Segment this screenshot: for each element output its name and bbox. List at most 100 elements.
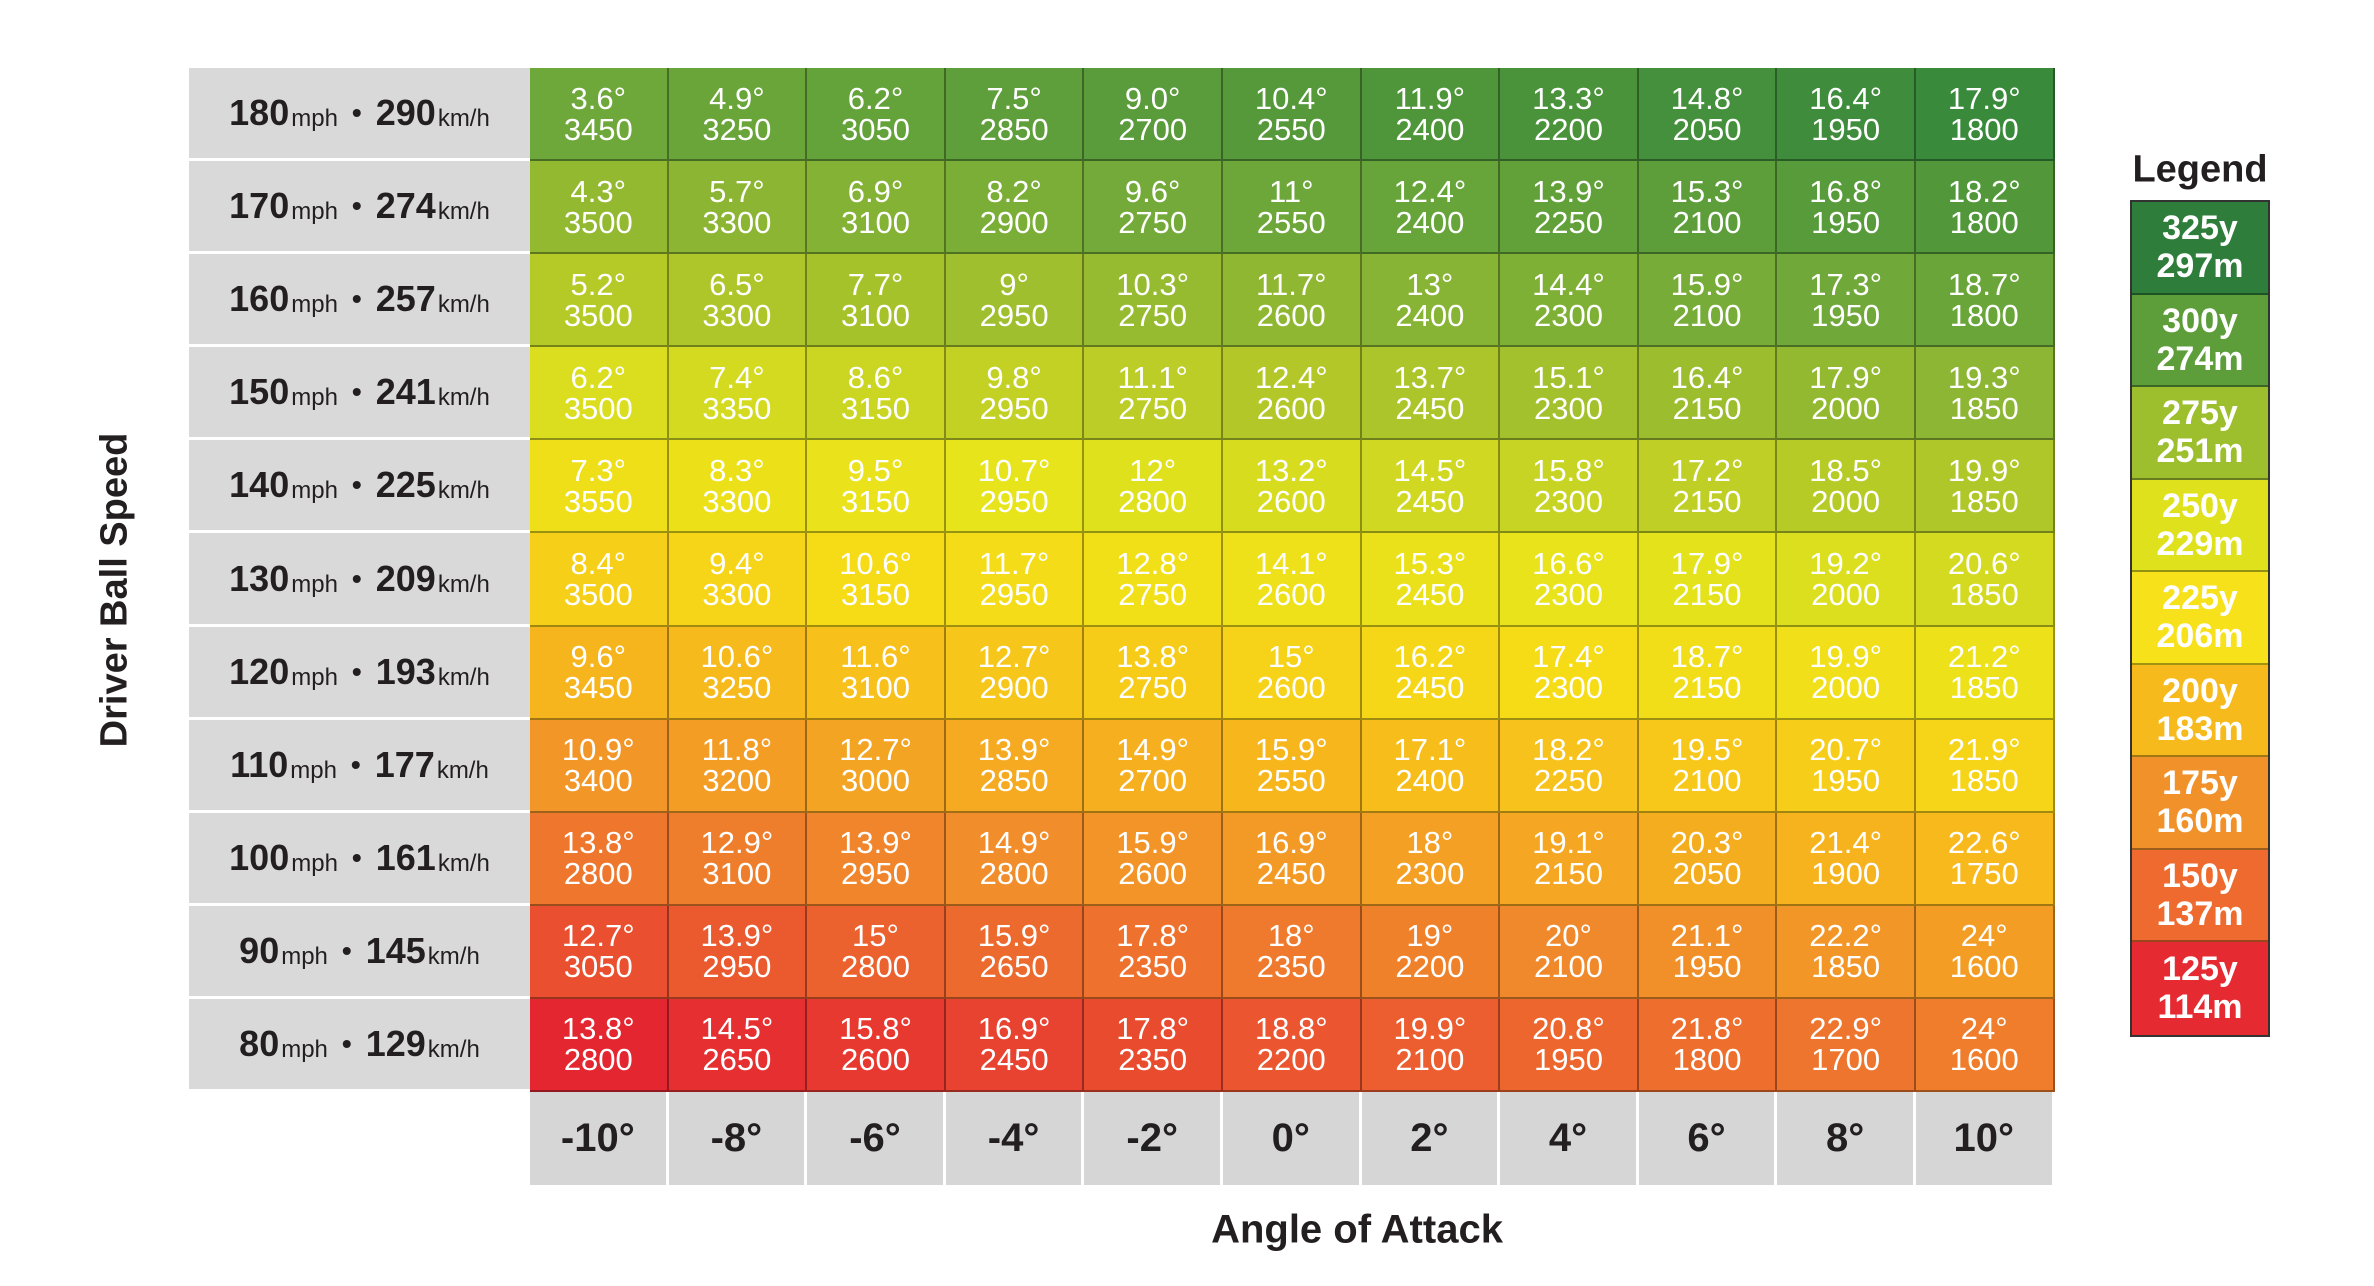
table-cell: 12.9° 3100 [668, 812, 808, 906]
launch-angle: 9.4° [709, 546, 765, 582]
launch-angle: 8.4° [570, 546, 627, 582]
spin-rate: 3500 [563, 204, 633, 240]
data-table: 180 mph • 290 km/h 3.6° 3450 4.9° 3250 6.2° 3050 7.… [189, 68, 2055, 1186]
launch-angle: 16.4° [1670, 359, 1744, 395]
spin-rate: 2950 [979, 483, 1049, 519]
launch-angle: 11.9° [1394, 80, 1466, 116]
legend-yards: 225y [2162, 579, 2238, 618]
legend-item: 325y 297m [2132, 202, 2268, 295]
legend-yards: 275y [2162, 394, 2238, 433]
table-cell: 13.9° 2250 [1500, 161, 1639, 255]
spin-rate: 2450 [1256, 856, 1326, 892]
launch-angle: 15° [1267, 639, 1315, 675]
legend-title: Legend [2132, 148, 2268, 191]
table-cell: 12.7° 3050 [530, 905, 669, 999]
legend-yards: 300y [2162, 301, 2238, 340]
table-cell: 13° 2400 [1361, 254, 1501, 348]
spin-rate: 1950 [1811, 204, 1881, 240]
spin-rate: 2650 [979, 949, 1049, 985]
spin-rate: 3500 [563, 297, 633, 333]
unit-kmh: km/h [437, 198, 490, 226]
column-label: 6° [1638, 1092, 1778, 1186]
launch-angle: 5.2° [570, 266, 627, 302]
launch-angle: 19.1° [1532, 825, 1605, 861]
launch-angle: 12° [1129, 452, 1177, 488]
launch-angle: 3.6° [570, 80, 627, 116]
spin-rate: 2900 [979, 204, 1049, 240]
launch-angle: 15.9° [1670, 266, 1744, 302]
spin-rate: 3250 [702, 111, 772, 147]
spin-rate: 3550 [563, 483, 633, 519]
launch-angle: 10.4° [1254, 80, 1328, 116]
spin-rate: 3300 [702, 577, 772, 613]
launch-angle: 16.2° [1393, 639, 1467, 675]
spin-rate: 3000 [841, 763, 910, 799]
column-label: -8° [668, 1092, 808, 1186]
launch-angle: 18° [1267, 918, 1315, 954]
speed-kmh: 177 [374, 743, 435, 785]
launch-angle: 8.6° [847, 359, 904, 395]
spin-rate: 3500 [563, 577, 633, 613]
unit-kmh: km/h [427, 942, 480, 970]
row-label: 100 mph • 161 km/h [189, 812, 530, 906]
spin-rate: 2350 [1256, 949, 1326, 985]
table-cell: 19.3° 1850 [1915, 347, 2055, 441]
table-cell: 15.8° 2600 [807, 998, 946, 1093]
spin-rate: 2950 [979, 390, 1049, 426]
launch-angle: 12.9° [700, 825, 774, 861]
table-cell: 7.7° 3100 [807, 254, 946, 348]
spin-rate: 2800 [979, 856, 1049, 892]
table-cell: 13.9° 2850 [945, 719, 1085, 813]
launch-angle: 15.9° [977, 918, 1051, 954]
table-cell: 12.7° 3000 [807, 719, 946, 813]
column-label: 10° [1915, 1092, 2055, 1186]
spin-rate: 2150 [1672, 483, 1742, 519]
launch-angle: 20.8° [1532, 1011, 1605, 1047]
speed-mph: 90 [239, 929, 280, 971]
launch-angle: 18.2° [1532, 732, 1605, 768]
separator-dot: • [351, 283, 362, 315]
table-cell: 13.9° 2950 [668, 905, 808, 999]
spin-rate: 2600 [1256, 670, 1326, 706]
table-cell: 8.3° 3300 [668, 440, 808, 534]
launch-angle: 13.2° [1254, 452, 1328, 488]
launch-angle: 12.4° [1393, 173, 1467, 209]
legend-item: 200y 183m [2132, 664, 2268, 757]
table-cell: 17.8° 2350 [1084, 905, 1223, 999]
table-cell: 16.4° 1950 [1777, 68, 1916, 162]
table-cell: 20.3° 2050 [1638, 812, 1778, 906]
column-label: -2° [1084, 1092, 1223, 1186]
table-cell: 22.9° 1700 [1777, 998, 1916, 1093]
unit-mph: mph [291, 663, 338, 691]
launch-angle: 11.8° [701, 732, 773, 768]
launch-angle: 9° [999, 266, 1029, 302]
table-cell: 4.9° 3250 [668, 68, 808, 162]
table-cell: 7.4° 3350 [668, 347, 808, 441]
spin-rate: 2750 [1118, 577, 1188, 613]
legend-item: 125y 114m [2132, 942, 2268, 1035]
legend-yards: 325y [2162, 209, 2238, 248]
table-cell: 17.9° 1800 [1915, 68, 2055, 162]
row-label: 140 mph • 225 km/h [189, 440, 530, 534]
spin-rate: 1950 [1811, 763, 1881, 799]
spin-rate: 2450 [1395, 577, 1465, 613]
spin-rate: 2800 [563, 1042, 633, 1078]
table-cell: 13.2° 2600 [1222, 440, 1362, 534]
table-cell: 16.8° 1950 [1777, 161, 1916, 255]
spin-rate: 2350 [1118, 1042, 1188, 1078]
table-cell: 16.9° 2450 [1222, 812, 1362, 906]
launch-angle: 9.6° [1124, 173, 1181, 209]
spin-rate: 2700 [1118, 763, 1188, 799]
launch-angle: 19.3° [1947, 359, 2021, 395]
spin-rate: 2300 [1533, 483, 1603, 519]
launch-angle: 21.2° [1947, 639, 2021, 675]
table-cell: 24° 1600 [1915, 998, 2055, 1093]
table-cell: 12.7° 2900 [945, 626, 1085, 720]
table-cell: 14.8° 2050 [1638, 68, 1778, 162]
table-cell: 15.9° 2600 [1084, 812, 1223, 906]
spin-rate: 2450 [1395, 390, 1465, 426]
spin-rate: 2300 [1533, 390, 1603, 426]
spin-rate: 3400 [563, 763, 633, 799]
legend-meters: 114m [2157, 988, 2243, 1027]
unit-mph: mph [281, 942, 328, 970]
